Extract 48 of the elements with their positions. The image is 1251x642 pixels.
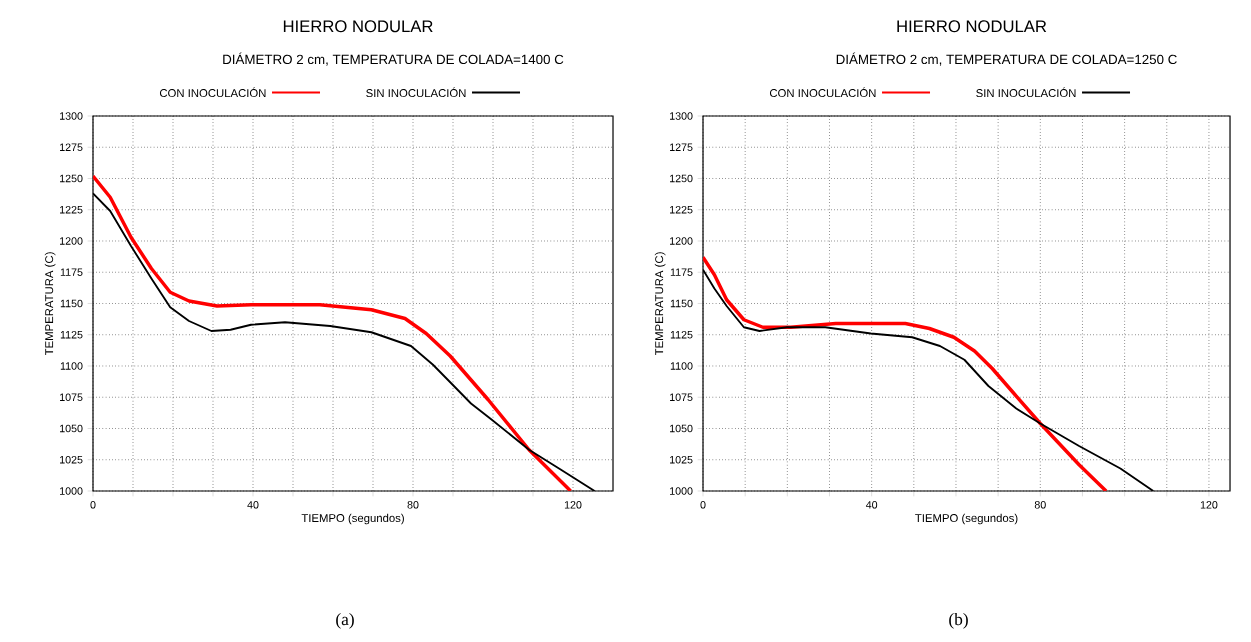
text: (b) — [949, 612, 968, 629]
x-axis-title: TIEMPO (segundos) — [915, 513, 1018, 525]
x-tick-label: 120 — [1200, 501, 1218, 509]
y-tick-label: 1075 — [60, 393, 83, 402]
legend-label: SIN INOCULACIÓN — [976, 87, 1076, 98]
x-tick-label: 80 — [407, 501, 419, 509]
y-tick-label: 1050 — [670, 424, 693, 433]
y-tick-label: 1150 — [60, 299, 83, 308]
y-tick-label: 1000 — [670, 487, 693, 495]
legend-label: SIN INOCULACIÓN — [366, 87, 466, 98]
y-tick-label: 1075 — [670, 393, 693, 402]
y-tick-label: 1000 — [60, 487, 83, 495]
y-tick-label: 1025 — [670, 455, 693, 464]
y-tick-label: 1250 — [670, 174, 693, 183]
text: (a) — [336, 612, 354, 629]
y-tick-label: 1125 — [60, 330, 83, 339]
y-tick-label: 1275 — [60, 143, 83, 152]
y-tick-label: 1225 — [670, 205, 693, 214]
y-tick-label: 1275 — [670, 143, 693, 152]
x-tick-label: 0 — [90, 501, 96, 509]
y-axis-title: TEMPERATURA (C) — [44, 252, 56, 356]
y-axis-title: TEMPERATURA (C) — [654, 252, 666, 356]
chart-title: HIERRO NODULAR — [283, 20, 433, 33]
x-tick-label: 40 — [247, 501, 259, 509]
y-tick-label: 1225 — [60, 205, 83, 214]
y-tick-label: 1200 — [670, 237, 693, 245]
y-tick-label: 1175 — [60, 268, 83, 276]
y-tick-label: 1125 — [670, 330, 693, 339]
legend-label: CON INOCULACIÓN — [769, 87, 876, 98]
chart-title: HIERRO NODULAR — [897, 20, 1047, 33]
y-tick-label: 1175 — [670, 268, 693, 276]
y-tick-label: 1200 — [60, 237, 83, 245]
y-tick-label: 1300 — [670, 112, 693, 120]
y-tick-label: 1050 — [60, 424, 83, 433]
y-tick-label: 1100 — [670, 362, 693, 370]
x-tick-label: 120 — [564, 501, 582, 509]
y-tick-label: 1150 — [670, 299, 693, 308]
chart-subtitle: DIÁMETRO 2 cm, TEMPERATURA DE COLADA=1250 C — [836, 52, 1177, 66]
y-tick-label: 1025 — [60, 455, 83, 464]
y-tick-label: 1300 — [60, 112, 83, 120]
x-tick-label: 0 — [700, 501, 706, 509]
x-tick-label: 80 — [1034, 501, 1046, 509]
legend-label: CON INOCULACIÓN — [159, 87, 266, 98]
y-tick-label: 1100 — [60, 362, 83, 370]
chart-subtitle: DIÁMETRO 2 cm, TEMPERATURA DE COLADA=1400 C — [223, 52, 564, 66]
x-axis-title: TIEMPO (segundos) — [301, 513, 404, 525]
y-tick-label: 1250 — [60, 174, 83, 183]
x-tick-label: 40 — [865, 501, 878, 509]
